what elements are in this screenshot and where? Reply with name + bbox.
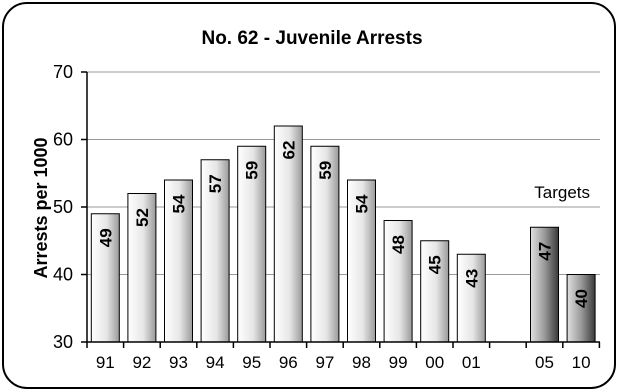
data-label-01: 43 (462, 269, 481, 288)
data-label-98: 54 (353, 194, 372, 213)
axes (81, 71, 601, 348)
data-label-10: 40 (572, 289, 591, 308)
x-tick-label-99: 99 (389, 353, 408, 372)
bar-05 (530, 226, 559, 343)
data-label-00: 45 (426, 255, 445, 274)
data-label-93: 54 (170, 194, 189, 213)
bar-95 (237, 145, 267, 343)
y-tick-labels: 30 40 50 60 70 (53, 62, 73, 352)
x-tick-label-10: 10 (572, 353, 591, 372)
y-axis-label: Arrests per 1000 (31, 137, 51, 278)
bar-98 (347, 179, 376, 343)
bar-99 (383, 220, 413, 343)
data-label-95: 59 (243, 161, 262, 180)
bar-92 (127, 193, 157, 343)
data-label-96: 62 (279, 141, 298, 160)
x-tick-label-94: 94 (206, 353, 225, 372)
bar-01 (456, 253, 486, 343)
targets-annotation: Targets (534, 183, 590, 202)
y-tick-label: 60 (53, 130, 73, 150)
bar-10 (566, 274, 596, 343)
x-tick-label-97: 97 (315, 353, 334, 372)
x-tick-label-91: 91 (96, 353, 115, 372)
bar-94 (200, 159, 230, 343)
x-tick-label-01: 01 (462, 353, 481, 372)
chart-title: No. 62 - Juvenile Arrests (201, 28, 422, 49)
x-tick-label-05: 05 (535, 353, 554, 372)
x-tick-label-93: 93 (169, 353, 188, 372)
data-label-99: 48 (389, 235, 408, 254)
y-tick-label: 50 (53, 197, 73, 217)
data-label-94: 57 (206, 174, 225, 193)
x-tick-label-00: 00 (425, 353, 444, 372)
bar-97 (310, 145, 340, 343)
data-label-92: 52 (133, 208, 152, 227)
bars: 49 52 54 57 59 62 59 54 48 45 43 47 40 (90, 125, 596, 343)
data-label-97: 59 (316, 161, 335, 180)
data-label-91: 49 (96, 228, 115, 247)
x-tick-label-98: 98 (352, 353, 371, 372)
x-tick-label-92: 92 (132, 353, 151, 372)
y-tick-label: 70 (53, 62, 73, 82)
y-tick-label: 30 (53, 332, 73, 352)
x-tick-labels: 91 92 93 94 95 96 97 98 99 00 01 05 10 (96, 353, 591, 372)
bar-00 (420, 240, 450, 343)
bar-93 (164, 179, 193, 343)
x-tick-label-95: 95 (242, 353, 261, 372)
x-tick-label-96: 96 (279, 353, 298, 372)
y-tick-label: 40 (53, 265, 73, 285)
data-label-05: 47 (536, 242, 555, 261)
bar-96 (273, 125, 303, 343)
